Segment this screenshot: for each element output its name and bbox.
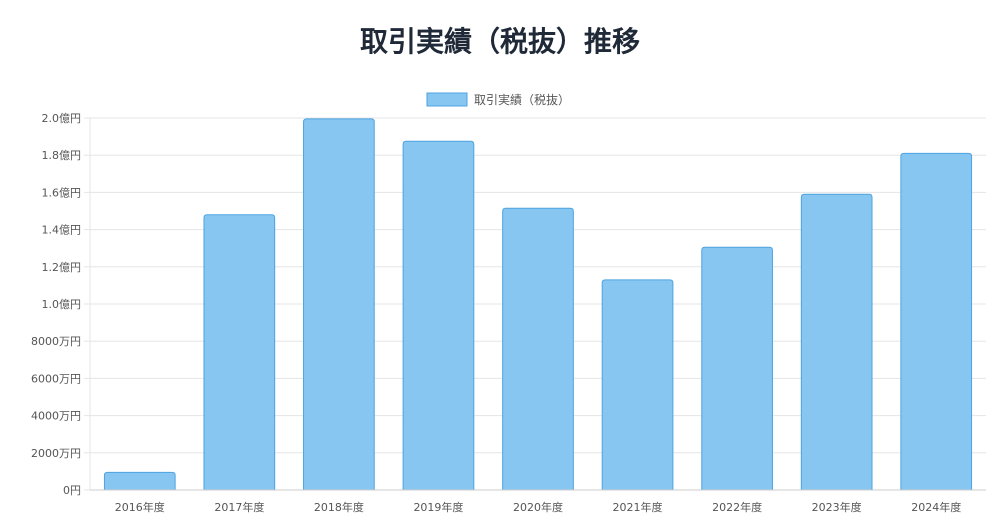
x-tick-label: 2023年度 (812, 500, 862, 514)
y-tick-label: 1.4億円 (42, 224, 82, 237)
y-tick-label: 6000万円 (31, 372, 81, 385)
y-tick-label: 0円 (63, 484, 81, 497)
y-tick-label: 2000万円 (31, 447, 81, 460)
x-tick-label: 2020年度 (513, 500, 563, 514)
legend-label: 取引実績（税抜） (474, 92, 570, 107)
y-tick-label: 2.0億円 (42, 112, 82, 125)
x-tick-label: 2017年度 (214, 500, 264, 514)
y-tick-label: 1.2億円 (42, 261, 82, 274)
bar[interactable] (502, 207, 574, 491)
x-tick-label: 2024年度 (911, 500, 961, 514)
bar[interactable] (701, 246, 773, 491)
x-tick-label: 2021年度 (613, 500, 663, 514)
x-tick-label: 2022年度 (712, 500, 762, 514)
chart-title: 取引実績（税抜）推移 (359, 25, 640, 58)
bar[interactable] (303, 118, 375, 491)
bar[interactable] (402, 140, 475, 491)
y-tick-label: 8000万円 (31, 335, 81, 348)
bar[interactable] (800, 193, 873, 491)
legend[interactable]: 取引実績（税抜） (426, 92, 570, 107)
x-tick-label: 2019年度 (413, 500, 463, 514)
y-axis-ticks: 0円 2000万円 4000万円 6000万円 8000万円 1.0億円 1.2億円 1.4億… (31, 112, 81, 497)
bars (103, 118, 973, 491)
x-axis-ticks: 2016年度 2017年度 2018年度 2019年度 2020年度 2021年度 2022… (90, 489, 986, 514)
y-tick-label: 1.0億円 (42, 298, 82, 311)
y-tick-label: 4000万円 (31, 410, 81, 423)
bar[interactable] (601, 279, 674, 491)
x-tick-label: 2016年度 (115, 500, 165, 514)
bar[interactable] (103, 471, 176, 491)
x-tick-label: 2018年度 (314, 500, 364, 514)
bar[interactable] (203, 214, 276, 491)
y-tick-label: 1.8億円 (42, 149, 82, 162)
legend-swatch (426, 92, 468, 107)
y-tick-label: 1.6億円 (42, 186, 82, 199)
bar[interactable] (900, 152, 973, 491)
